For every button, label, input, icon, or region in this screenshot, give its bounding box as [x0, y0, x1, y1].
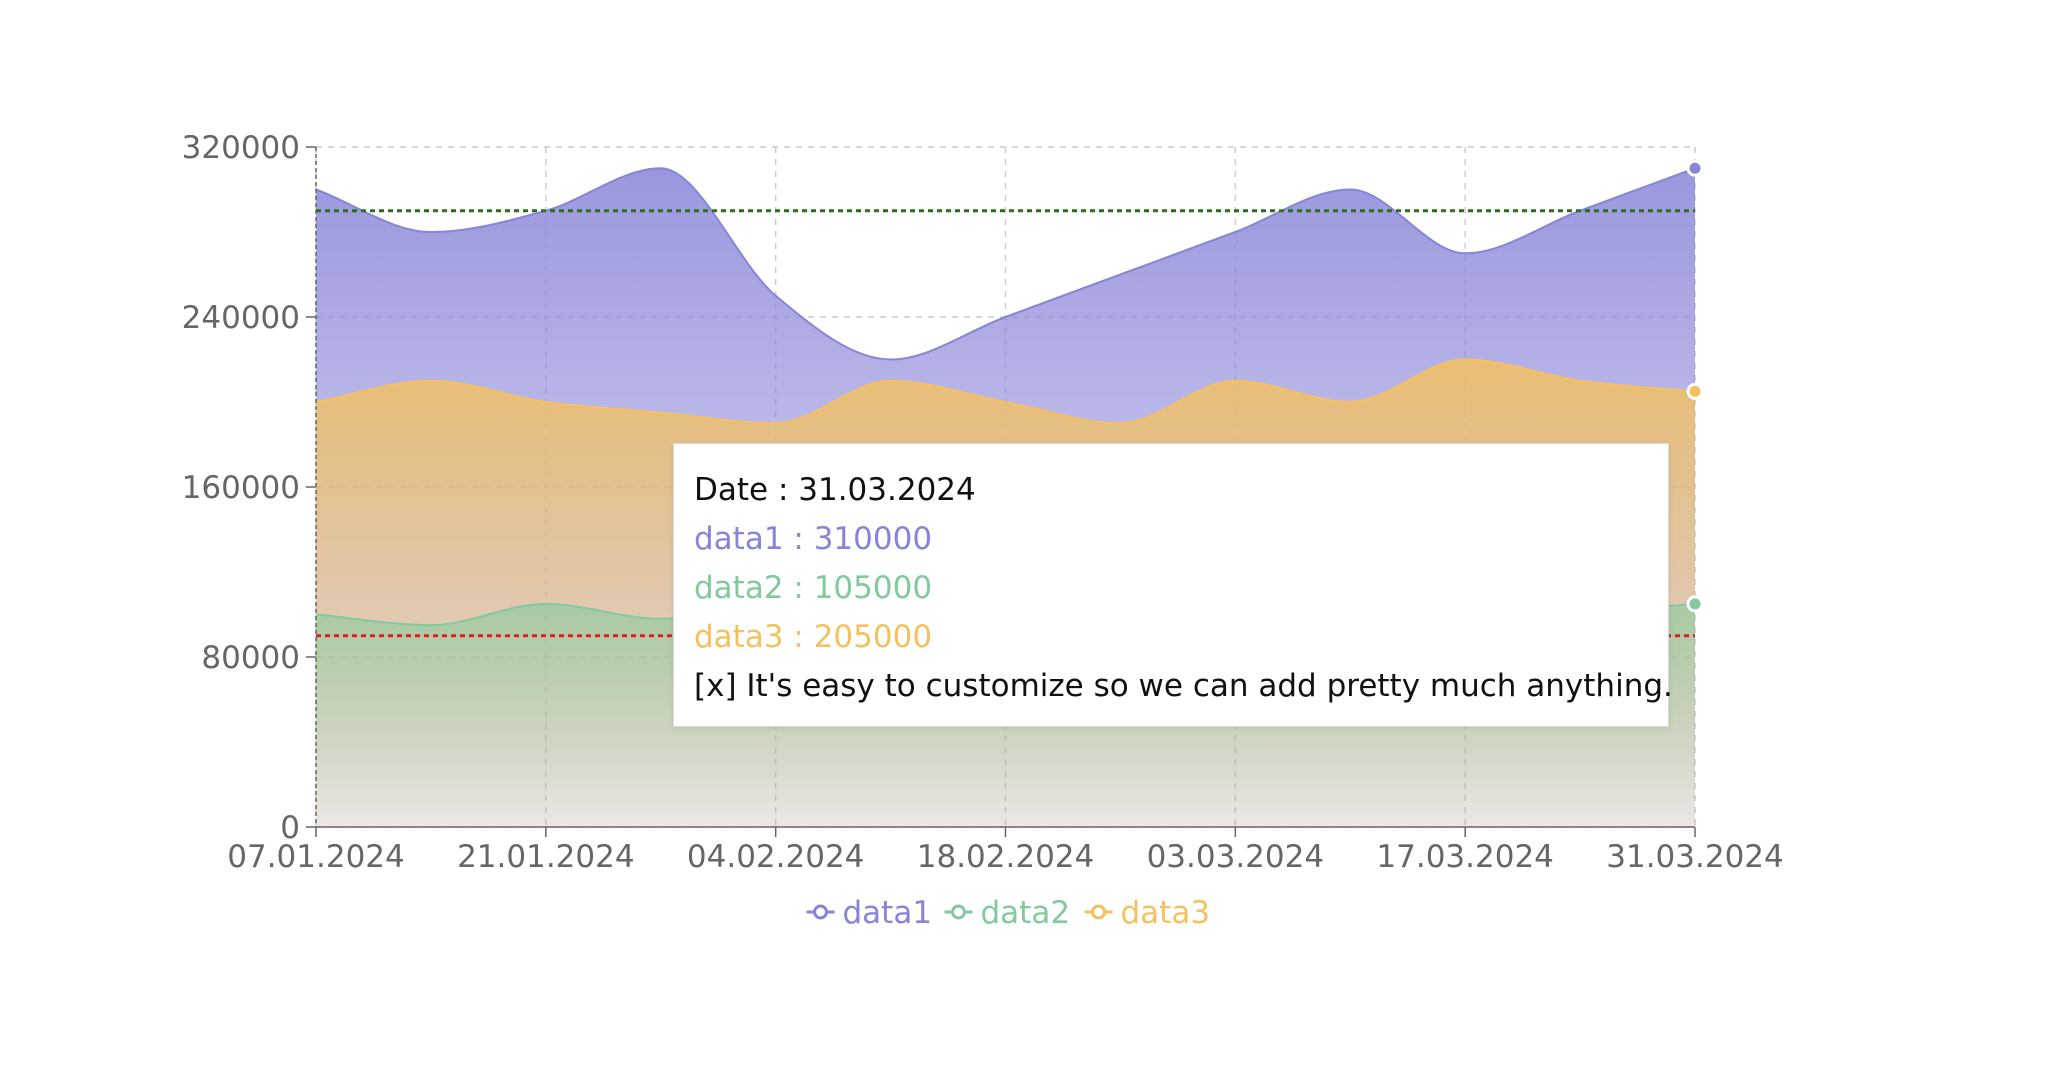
legend-circle-icon [813, 904, 828, 920]
legend-item-data1[interactable]: data1 [806, 895, 933, 931]
tooltip-date: Date : 31.03.2024 [694, 472, 976, 508]
x-tick-label: 04.02.2024 [687, 839, 865, 875]
legend-circle-icon [951, 904, 966, 920]
legend-label: data1 [843, 895, 933, 931]
y-tick-label: 80000 [201, 640, 300, 676]
tooltip-data3: data3 : 205000 [694, 619, 933, 655]
line-data1 [315, 167, 1696, 361]
legend-label: data3 [1121, 895, 1211, 931]
tooltip-note: [x] It's easy to customize so we can add… [694, 668, 1673, 704]
x-tick-label: 07.01.2024 [227, 839, 405, 875]
x-tick-label: 17.03.2024 [1376, 839, 1554, 875]
active-dot-data2 [1686, 595, 1704, 613]
axes: 0 80000 160000 240000 320000 07.01.2024 21.01.… [182, 130, 1784, 875]
x-tick-label: 31.03.2024 [1606, 839, 1784, 875]
reference-lines [316, 209, 1695, 638]
active-dot-data3 [1686, 382, 1704, 400]
chart-tooltip: Date : 31.03.2024 data1 : 310000 data2 :… [673, 443, 1673, 727]
y-tick-label: 320000 [182, 130, 300, 166]
legend-item-data3[interactable]: data3 [1084, 895, 1211, 931]
x-tick-label: 21.01.2024 [457, 839, 635, 875]
line-data3 [315, 358, 1696, 425]
legend-circle-icon [1091, 904, 1106, 920]
y-tick-label: 160000 [182, 470, 300, 506]
legend[interactable]: data1 data2 data3 [806, 895, 1211, 931]
y-tick-label: 0 [280, 810, 300, 846]
tooltip-data2: data2 : 105000 [694, 570, 933, 606]
active-dots [1686, 159, 1704, 613]
legend-label: data2 [981, 895, 1071, 931]
x-tick-label: 18.02.2024 [917, 839, 1095, 875]
y-tick-label: 240000 [182, 300, 300, 336]
legend-item-data2[interactable]: data2 [944, 895, 1071, 931]
x-tick-label: 03.03.2024 [1147, 839, 1325, 875]
active-dot-data1 [1686, 159, 1704, 177]
tooltip-data1: data1 : 310000 [694, 521, 933, 557]
